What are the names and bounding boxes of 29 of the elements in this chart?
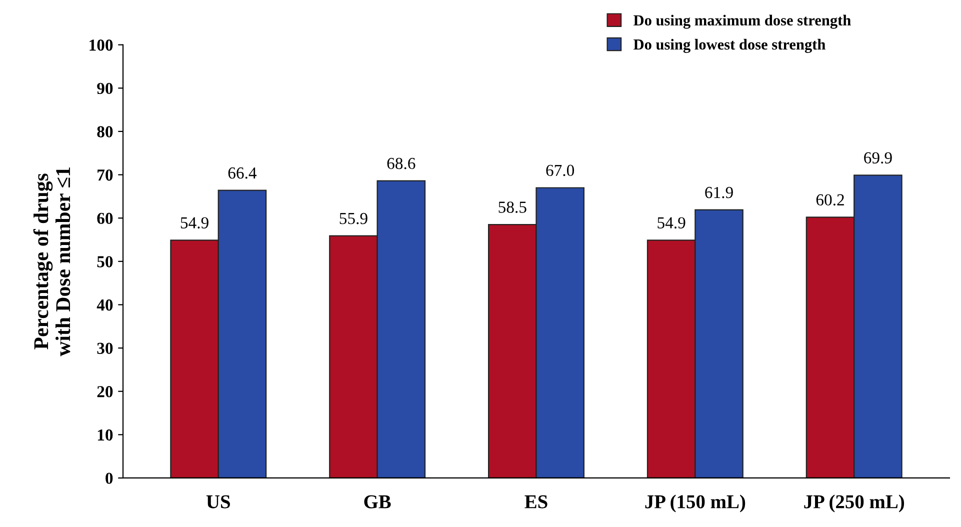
data-label: 68.6 [387,158,416,170]
data-label: 60.2 [816,194,844,206]
y-tick-label: 0 [106,472,113,484]
y-tick-label: 90 [97,82,113,94]
data-label: 61.9 [705,186,733,198]
y-tick-label: 20 [97,386,113,398]
data-label: 55.9 [340,212,368,224]
legend-label: Do using maximum dose strength [634,14,851,29]
y-axis-title: Percentage of drugs with Dose number ≤1 [33,168,70,356]
x-tick-label: JP (250 mL) [804,494,904,512]
data-label: 58.5 [498,202,526,213]
x-tick-label: JP (150 mL) [645,494,746,512]
x-tick-label: ES [524,495,548,508]
data-label: 54.9 [180,217,208,229]
y-tick-label: 50 [97,256,113,268]
y-tick-label: 80 [97,126,113,138]
y-tick-label: 100 [90,39,113,51]
data-label: 54.9 [658,217,686,229]
data-label: 69.9 [864,152,892,164]
legend-label: Do using lowest dose strength [634,38,826,53]
x-tick-label: GB [364,495,391,508]
y-tick-label: 10 [98,429,113,441]
y-tick-label: 70 [98,169,113,181]
y-tick-label: 30 [97,342,113,354]
data-label: 67.0 [546,164,574,176]
y-tick-label: 40 [96,299,113,311]
data-label: 66.4 [228,167,257,179]
y-tick-label: 60 [97,212,113,224]
x-tick-label: US [206,495,230,508]
